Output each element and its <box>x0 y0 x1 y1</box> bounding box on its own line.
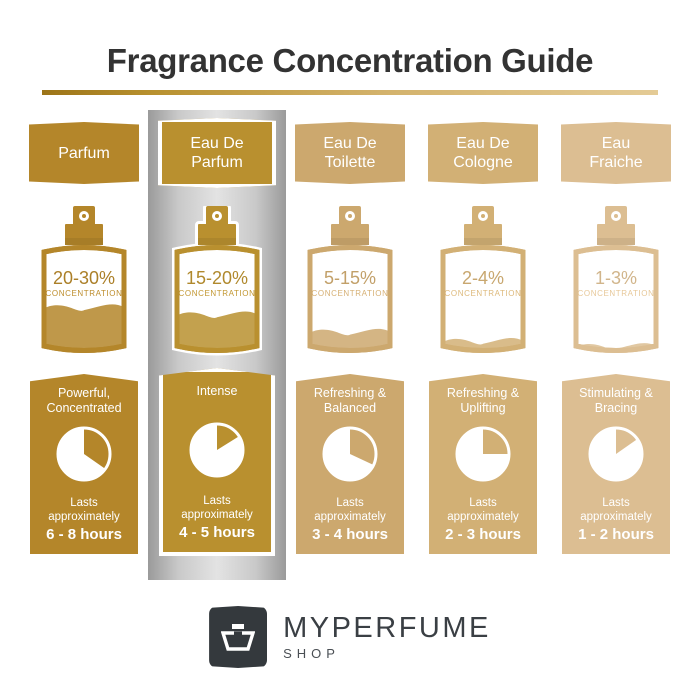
descriptor-text: Powerful, Concentrated <box>46 386 122 415</box>
column-header-badge-eau-de-parfum: Eau De Parfum <box>158 118 276 188</box>
logo-name: MYPERFUME <box>283 611 491 644</box>
duration-footer: Lasts approximately 4 - 5 hours <box>167 494 267 542</box>
longevity-pie-chart <box>320 424 380 489</box>
column-header-label: Eau Fraiche <box>589 135 643 171</box>
duration-card-eau-fraiche: Stimulating & Bracing Lasts approximately … <box>562 374 670 554</box>
duration-footer: Lasts approximately 2 - 3 hours <box>433 496 533 544</box>
duration-value: 2 - 3 hours <box>445 526 521 543</box>
page-title: Fragrance Concentration Guide <box>106 42 594 79</box>
fragrance-column: Eau Fraiche 1-3% CONCENTRATION Stimu <box>554 110 678 580</box>
lasts-label: Lasts approximately <box>580 497 652 523</box>
perfume-bottle-eau-de-toilette: 5-15% CONCENTRATION <box>300 206 400 356</box>
brand-logo: MYPERFUME SHOP <box>0 606 700 668</box>
logo-mark-icon <box>209 606 268 668</box>
duration-value: 1 - 2 hours <box>578 526 654 543</box>
fragrance-column: Eau De Parfum 15-20% CONCENTRATION <box>148 110 286 580</box>
column-header-badge-eau-de-cologne: Eau De Cologne <box>428 122 538 184</box>
duration-card-eau-de-parfum: Intense Lasts approximately 4 - 5 hours <box>159 368 275 556</box>
fragrance-column: Eau De Cologne 2-4% CONCENTRATION Re <box>421 110 545 580</box>
duration-value: 6 - 8 hours <box>46 526 122 543</box>
perfume-bottle-eau-fraiche: 1-3% CONCENTRATION <box>566 206 666 356</box>
duration-value: 3 - 4 hours <box>312 526 388 543</box>
column-header-label: Eau De Cologne <box>453 135 513 171</box>
logo-wordmark: MYPERFUME SHOP <box>283 611 491 662</box>
duration-footer: Lasts approximately 6 - 8 hours <box>34 496 134 544</box>
duration-value: 4 - 5 hours <box>179 524 255 541</box>
perfume-bottle-parfum: 20-30% CONCENTRATION <box>34 206 134 356</box>
duration-card-eau-de-toilette: Refreshing & Balanced Lasts approximately … <box>296 374 404 554</box>
fragrance-column: Parfum 20-30% CONCENTRATION Powerfu <box>22 110 146 580</box>
duration-card-parfum: Powerful, Concentrated Lasts approximately… <box>30 374 138 554</box>
longevity-pie-chart <box>586 424 646 489</box>
descriptor-text: Refreshing & Uplifting <box>446 386 520 415</box>
page-header: Fragrance Concentration Guide <box>0 40 700 82</box>
lasts-label: Lasts approximately <box>181 495 253 521</box>
column-header-label: Eau De Toilette <box>323 135 377 171</box>
title-divider <box>42 90 658 95</box>
perfume-bottle-eau-de-parfum: 15-20% CONCENTRATION <box>167 206 267 356</box>
descriptor-text: Refreshing & Balanced <box>313 386 387 415</box>
duration-card-eau-de-cologne: Refreshing & Uplifting Lasts approximately… <box>429 374 537 554</box>
lasts-label: Lasts approximately <box>314 497 386 523</box>
logo-subtitle: SHOP <box>283 645 340 661</box>
descriptor-text: Stimulating & Bracing <box>579 386 653 415</box>
column-header-badge-eau-de-toilette: Eau De Toilette <box>295 122 405 184</box>
descriptor-text: Intense <box>196 384 238 398</box>
lasts-label: Lasts approximately <box>447 497 519 523</box>
column-header-label: Parfum <box>58 144 110 162</box>
longevity-pie-chart <box>54 424 114 489</box>
lasts-label: Lasts approximately <box>48 497 120 523</box>
duration-footer: Lasts approximately 3 - 4 hours <box>300 496 400 544</box>
column-header-label: Eau De Parfum <box>190 135 244 171</box>
duration-footer: Lasts approximately 1 - 2 hours <box>566 496 666 544</box>
fragrance-columns: Parfum 20-30% CONCENTRATION Powerfu <box>22 110 678 580</box>
longevity-pie-chart <box>187 420 247 485</box>
longevity-pie-chart <box>453 424 513 489</box>
fragrance-column: Eau De Toilette 5-15% CONCENTRATION <box>288 110 412 580</box>
column-header-badge-eau-fraiche: Eau Fraiche <box>561 122 671 184</box>
perfume-bottle-eau-de-cologne: 2-4% CONCENTRATION <box>433 206 533 356</box>
column-header-badge-parfum: Parfum <box>29 122 139 184</box>
